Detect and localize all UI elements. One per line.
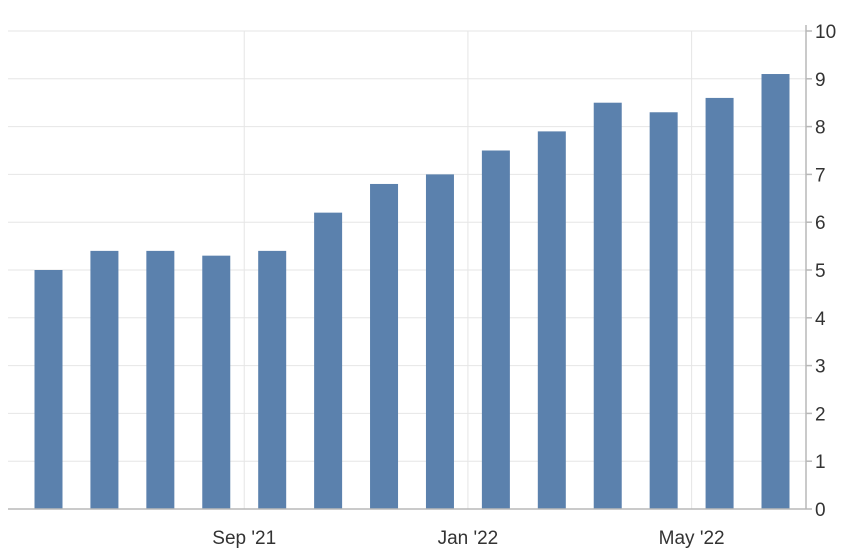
- y-tick-label: 9: [815, 70, 826, 91]
- bar: [761, 74, 790, 510]
- y-tick-label: 3: [815, 357, 826, 378]
- y-tick-label: 2: [815, 404, 826, 425]
- bar: [370, 183, 399, 509]
- x-axis-tick-labels: Sep '21 Jan '22 May '22: [212, 528, 724, 549]
- x-tick-label: Jan '22: [438, 528, 499, 549]
- gridlines: [8, 30, 806, 510]
- y-tick-label: 1: [815, 452, 826, 473]
- y-tick-label: 7: [815, 165, 826, 186]
- bar: [425, 174, 454, 509]
- y-tick-label: 5: [815, 261, 826, 282]
- bar: [481, 150, 510, 509]
- y-tick-label: 4: [815, 309, 826, 330]
- bars: [34, 74, 790, 510]
- y-tick-label: 8: [815, 118, 826, 139]
- x-tick-label: Sep '21: [212, 528, 276, 549]
- bar: [146, 250, 175, 509]
- bar: [705, 97, 734, 510]
- bar: [202, 255, 231, 509]
- y-tick-label: 0: [815, 500, 826, 521]
- bar: [34, 270, 63, 509]
- bar: [314, 212, 343, 509]
- bar: [593, 102, 622, 509]
- y-tick-label: 6: [815, 213, 826, 234]
- bar: [649, 112, 678, 509]
- axes: [8, 25, 812, 510]
- bar: [537, 131, 566, 509]
- bar: [258, 250, 287, 509]
- y-tick-label: 10: [815, 22, 836, 43]
- x-tick-label: May '22: [659, 528, 725, 549]
- bar: [90, 250, 119, 509]
- y-axis-tick-labels: 0 1 2 3 4 5 6 7 8 9 10: [815, 22, 836, 521]
